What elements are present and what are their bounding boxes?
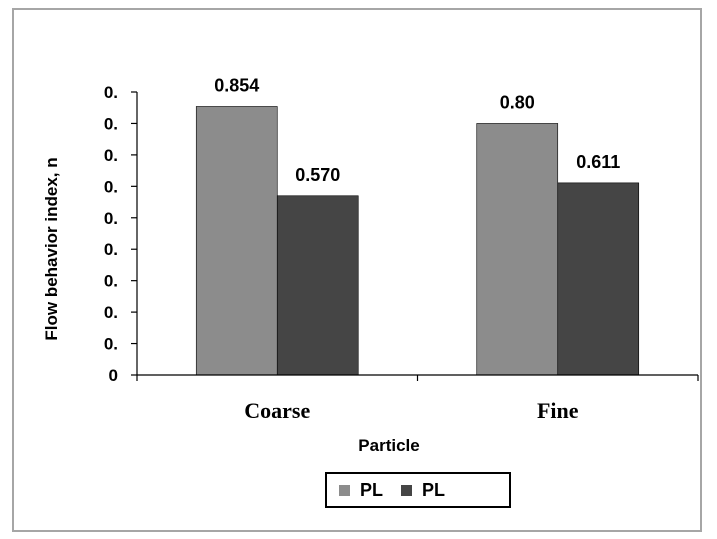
- bar-value-label: 0.80: [500, 92, 535, 112]
- legend-swatch-series-1: [339, 484, 350, 496]
- bar-value-label: 0.570: [295, 165, 340, 185]
- y-tick-label: 0.: [104, 114, 118, 133]
- y-axis-title: Flow behavior index, n: [42, 157, 61, 340]
- x-tick-label-fine: Fine: [537, 398, 579, 423]
- y-tick-label: 0.: [104, 146, 118, 165]
- bar-2-fine: [557, 182, 640, 376]
- x-axis-tick-labels: Coarse Fine: [244, 398, 578, 423]
- y-tick-label: 0.: [104, 83, 118, 102]
- legend-item-series-1: PL: [339, 480, 383, 501]
- legend-label-series-2: PL: [422, 479, 446, 500]
- legend: PL PL: [325, 472, 511, 508]
- bar-1-coarse: [195, 106, 278, 376]
- y-tick-label: 0.: [104, 240, 118, 259]
- bar-1-fine: [476, 123, 559, 376]
- bar-value-label: 0.611: [576, 152, 620, 172]
- bar-value-labels: 0.854 0.570 0.80 0.611: [214, 75, 620, 184]
- legend-label-series-1: PL: [360, 479, 384, 500]
- y-tick-label: 0.: [104, 209, 118, 228]
- x-tick-label-coarse: Coarse: [244, 398, 310, 423]
- y-axis-ticks: 0 0. 0. 0. 0. 0. 0. 0. 0. 0.: [104, 83, 699, 385]
- x-axis-title: Particle: [358, 436, 419, 455]
- y-tick-label: 0.: [104, 272, 118, 291]
- legend-item-series-2: PL: [401, 480, 445, 501]
- y-tick-label: 0: [109, 366, 118, 385]
- y-tick-label: 0.: [104, 177, 118, 196]
- legend-swatch-series-2: [401, 484, 413, 496]
- bar-value-label: 0.854: [214, 75, 259, 95]
- y-tick-label: 0.: [104, 335, 118, 354]
- y-tick-label: 0.: [104, 303, 118, 322]
- bar-2-coarse: [276, 195, 359, 376]
- bars: [195, 106, 640, 376]
